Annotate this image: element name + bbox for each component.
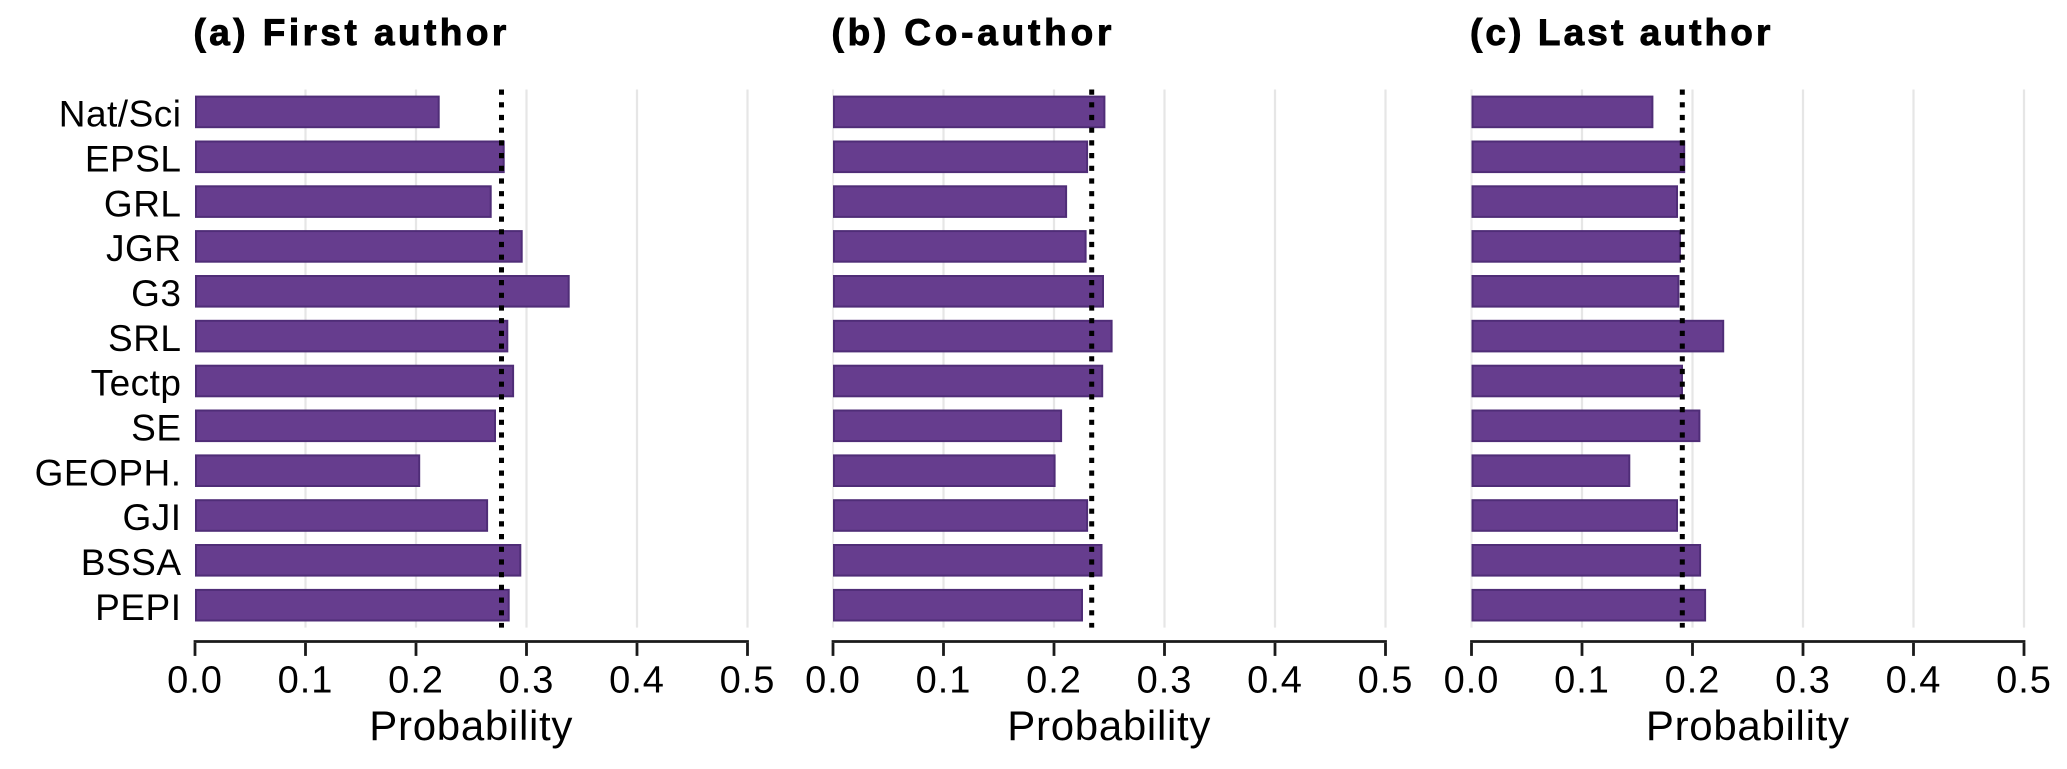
svg-text:Nat/Sci: Nat/Sci — [59, 94, 182, 135]
svg-text:BSSA: BSSA — [81, 542, 182, 583]
svg-text:Tectp: Tectp — [91, 363, 182, 404]
svg-text:GJI: GJI — [122, 497, 181, 538]
svg-text:0.3: 0.3 — [1137, 660, 1193, 702]
svg-text:JGR: JGR — [106, 228, 182, 269]
svg-text:0.2: 0.2 — [1026, 660, 1082, 702]
svg-text:0.1: 0.1 — [278, 660, 334, 702]
svg-text:0.1: 0.1 — [1554, 660, 1610, 702]
svg-text:0.0: 0.0 — [805, 660, 861, 702]
svg-text:0.5: 0.5 — [1996, 660, 2052, 702]
svg-text:GEOPH.: GEOPH. — [35, 452, 182, 493]
svg-text:0.4: 0.4 — [1247, 660, 1303, 702]
svg-text:0.4: 0.4 — [1886, 660, 1942, 702]
svg-text:0.0: 0.0 — [167, 660, 223, 702]
svg-text:0.2: 0.2 — [1665, 660, 1721, 702]
svg-text:Probability: Probability — [369, 702, 573, 749]
svg-text:0.4: 0.4 — [609, 660, 665, 702]
svg-text:PEPI: PEPI — [95, 587, 181, 628]
svg-text:0.3: 0.3 — [499, 660, 555, 702]
svg-text:0.5: 0.5 — [720, 660, 776, 702]
svg-text:EPSL: EPSL — [85, 139, 182, 180]
svg-text:GRL: GRL — [104, 183, 182, 224]
svg-text:0.0: 0.0 — [1444, 660, 1500, 702]
svg-text:G3: G3 — [131, 273, 181, 314]
svg-text:Probability: Probability — [1646, 702, 1850, 749]
svg-text:SRL: SRL — [108, 318, 181, 359]
svg-text:(a) First author: (a) First author — [194, 12, 510, 53]
svg-text:Probability: Probability — [1007, 702, 1211, 749]
svg-text:0.5: 0.5 — [1358, 660, 1414, 702]
svg-text:0.1: 0.1 — [916, 660, 972, 702]
svg-text:(c) Last author: (c) Last author — [1470, 12, 1773, 53]
svg-text:SE: SE — [131, 408, 181, 449]
svg-text:0.3: 0.3 — [1775, 660, 1831, 702]
svg-text:0.2: 0.2 — [388, 660, 444, 702]
svg-text:(b) Co-author: (b) Co-author — [832, 12, 1116, 53]
